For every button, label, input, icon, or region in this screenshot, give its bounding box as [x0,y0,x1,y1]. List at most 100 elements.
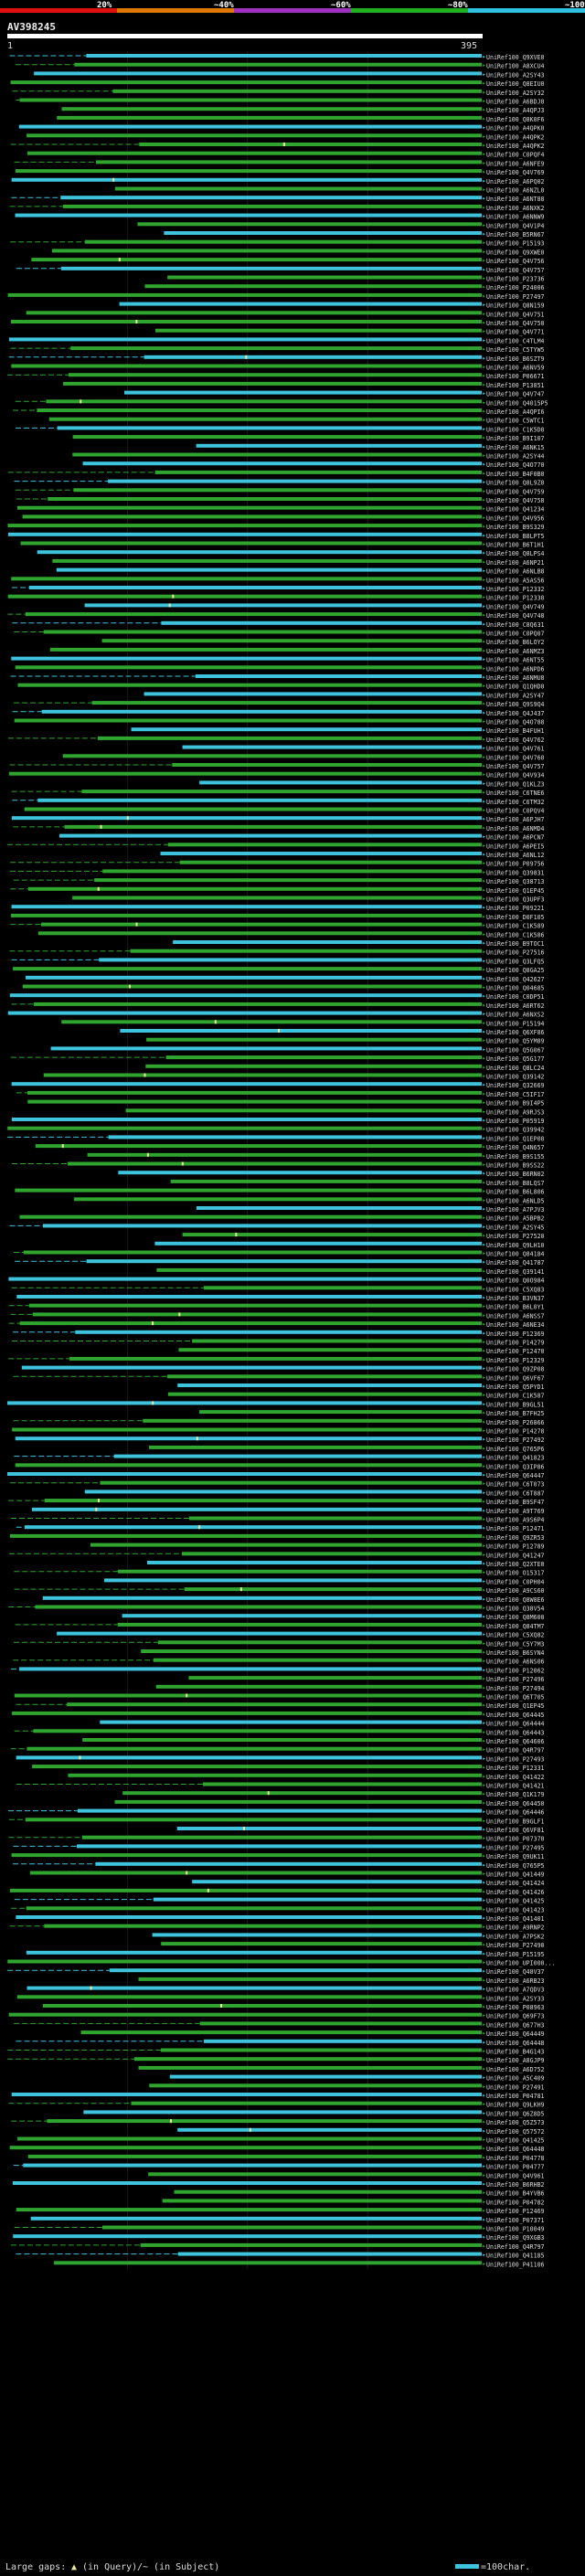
hit-label[interactable]: UniRef100_Q39831 [486,869,545,876]
hit-label[interactable]: UniRef100_P41106 [486,2261,545,2268]
hit-row[interactable]: ▸ UniRef100_A6D752 [138,2065,545,2073]
hit-row[interactable]: ▸ UniRef100_C1K587 [167,1392,545,1400]
hit-row[interactable]: ▸ UniRef100_A6NXS2 [7,1011,545,1019]
hit-label[interactable]: UniRef100_Q4V758 [486,497,545,504]
hit-label[interactable]: UniRef100_Q8M600 [486,1614,545,1621]
hit-label[interactable]: UniRef100_C0PQF4 [486,152,545,159]
hit-row[interactable]: ▸ UniRef100_B6LOY2 [101,638,545,646]
hit-row[interactable]: ▸ UniRef100_Q8W8E6 [42,1595,545,1604]
hit-row[interactable]: ▸ UniRef100_C5IF17 [16,1090,545,1098]
hit-label[interactable]: UniRef100_Q64445 [486,1712,545,1719]
hit-label[interactable]: UniRef100_A5AS56 [486,577,545,584]
hit-row[interactable]: ▸ UniRef100_A9S6P4 [11,1516,545,1524]
hit-row[interactable]: ▸ UniRef100_B9TOC1 [173,939,545,948]
hit-label[interactable]: UniRef100_C5XQ82 [486,1632,545,1639]
hit-row[interactable]: ▸ UniRef100_Q39142 [43,1073,545,1081]
hit-row[interactable]: ▸ UniRef100_A9CS60 [14,1586,545,1595]
hit-label[interactable]: UniRef100_Q9ZP08 [486,1366,545,1373]
hit-row[interactable]: ▸ UniRef100_P26866 [13,1418,545,1426]
hit-label[interactable]: UniRef100_P12332 [486,586,545,593]
hit-row[interactable]: ▸ UniRef100_Q84TM7 [15,1622,545,1630]
hit-row[interactable]: ▸ UniRef100_Q8EIU0 [10,80,545,88]
hit-row[interactable]: ▸ UniRef100_A6NK15 [196,443,545,451]
hit-label[interactable]: UniRef100_A4QPI6 [486,408,545,416]
hit-row[interactable]: ▸ UniRef100_P12332 [12,585,545,593]
hit-row[interactable]: ▸ UniRef100_A6NSS7 [10,1311,545,1320]
hit-row[interactable]: ▸ UniRef100_Q9XGB3 [13,2233,545,2242]
hit-row[interactable]: ▸ UniRef100_Q677H3 [14,2020,545,2029]
hit-row[interactable]: ▸ UniRef100_Q38713 [13,877,545,885]
hit-label[interactable]: UniRef100_C0PQ07 [486,631,545,638]
hit-label[interactable]: UniRef100_Q9XVE0 [486,54,545,61]
hit-label[interactable]: UniRef100_Q41425 [486,2137,545,2145]
hit-label[interactable]: UniRef100_Q4V961 [486,2172,545,2179]
hit-label[interactable]: UniRef100_Q1EP00 [486,1135,545,1142]
hit-row[interactable]: ▸ UniRef100_A2SY47 [144,691,545,699]
hit-row[interactable]: ▸ UniRef100_Q41424 [192,1879,545,1887]
hit-row[interactable]: ▸ UniRef100_Q5G067 [50,1045,545,1054]
hit-label[interactable]: UniRef100_A2SY43 [486,71,545,79]
hit-row[interactable]: ▸ UniRef100_Q9ZR53 [9,1533,545,1542]
hit-row[interactable]: ▸ UniRef100_B4F0B0 [7,470,545,478]
hit-label[interactable]: UniRef100_Q6XF86 [486,1029,545,1036]
hit-label[interactable]: UniRef100_A6NNW9 [486,214,545,221]
hit-label[interactable]: UniRef100_Q4V1P4 [486,222,545,229]
hit-row[interactable]: ▸ UniRef100_C0DP51 [9,992,545,1001]
hit-row[interactable]: ▸ UniRef100_B8LPT5 [8,532,545,540]
hit-label[interactable]: UniRef100_P04777 [486,2164,545,2171]
hit-label[interactable]: UniRef100_B9S329 [486,524,545,531]
hit-label[interactable]: UniRef100_Q4V757 [486,267,545,274]
hit-label[interactable]: UniRef100_Q04685 [486,985,545,992]
hit-label[interactable]: UniRef100_Q57572 [486,2128,545,2136]
hit-label[interactable]: UniRef100_A6RT62 [486,1002,545,1010]
hit-label[interactable]: UniRef100_C6T887 [486,1489,545,1497]
hit-row[interactable]: ▸ UniRef100_Q4V1P4 [137,221,545,229]
hit-row[interactable]: ▸ UniRef100_Q9LKH9 [8,2101,545,2109]
hit-label[interactable]: UniRef100_Q4V750 [486,320,545,327]
hit-row[interactable]: ▸ UniRef100_Q1EP45 [10,886,545,895]
hit-label[interactable]: UniRef100_Q4V759 [486,488,545,495]
hit-row[interactable]: ▸ UniRef100_Q5Z573 [11,2118,545,2126]
hit-row[interactable]: ▸ UniRef100_Q64447 [7,1471,545,1479]
hit-row[interactable]: ▸ UniRef100_A8XCU4 [15,62,545,70]
hit-row[interactable]: ▸ UniRef100_P27496 [188,1675,545,1683]
hit-label[interactable]: UniRef100_B7FH25 [486,1410,545,1417]
hit-label[interactable]: UniRef100_A6NLD5 [486,1197,545,1204]
hit-label[interactable]: UniRef100_A6NMD4 [486,825,545,832]
hit-row[interactable]: ▸ UniRef100_Q4V756 [31,257,545,265]
hit-label[interactable]: UniRef100_C6TNE6 [486,790,545,797]
hit-row[interactable]: ▸ UniRef100_Q64446 [8,1808,545,1817]
hit-label[interactable]: UniRef100_Q8K0F6 [486,116,545,123]
hit-row[interactable]: ▸ UniRef100_B4FUH1 [131,726,545,735]
hit-label[interactable]: UniRef100_A6NSS7 [486,1312,545,1320]
hit-row[interactable]: ▸ UniRef100_P04778 [27,2154,545,2162]
hit-row[interactable]: ▸ UniRef100_B9SF47 [8,1498,545,1506]
hit-label[interactable]: UniRef100_B9TOC1 [486,940,545,948]
hit-row[interactable]: ▸ UniRef100_P09221 [11,904,545,912]
hit-row[interactable]: ▸ UniRef100_P14279 [12,1339,545,1347]
hit-label[interactable]: UniRef100_C6T073 [486,1481,545,1489]
hit-row[interactable]: ▸ UniRef100_Q4N657 [35,1143,545,1151]
hit-row[interactable]: ▸ UniRef100_Q4V761 [182,745,545,753]
hit-row[interactable]: ▸ UniRef100_P08963 [42,2003,545,2011]
hit-row[interactable]: ▸ UniRef100_C6T073 [10,1480,545,1489]
hit-label[interactable]: UniRef100_Q39142 [486,1074,545,1081]
hit-label[interactable]: UniRef100_Q9UK11 [486,1853,545,1860]
hit-label[interactable]: UniRef100_P09756 [486,861,545,868]
hit-row[interactable]: ▸ UniRef100_B6SZT9 [8,355,545,363]
hit-row[interactable]: ▸ UniRef100_P41106 [54,2260,545,2268]
hit-label[interactable]: UniRef100_Q41185 [486,2253,545,2260]
hit-row[interactable]: ▸ UniRef100_Q41425 [17,2136,545,2145]
hit-label[interactable]: UniRef100_Q41401 [486,1915,545,1923]
hit-label[interactable]: UniRef100_A2SY32 [486,90,545,97]
hit-label[interactable]: UniRef100_Q41421 [486,1783,545,1790]
hit-label[interactable]: UniRef100_Q4V748 [486,612,545,620]
hit-label[interactable]: UniRef100_O15317 [486,1570,545,1577]
hit-row[interactable]: ▸ UniRef100_B9I107 [72,434,545,442]
hit-row[interactable]: ▸ UniRef100_B9S155 [87,1152,545,1161]
hit-row[interactable]: ▸ UniRef100_Q6XF86 [120,1028,545,1036]
hit-row[interactable]: ▸ UniRef100_B3VN37 [16,1294,545,1302]
hit-label[interactable]: UniRef100_Q41247 [486,1552,545,1559]
hit-label[interactable]: UniRef100_A7PJV3 [486,1206,545,1214]
hit-label[interactable]: UniRef100_P26866 [486,1419,545,1426]
